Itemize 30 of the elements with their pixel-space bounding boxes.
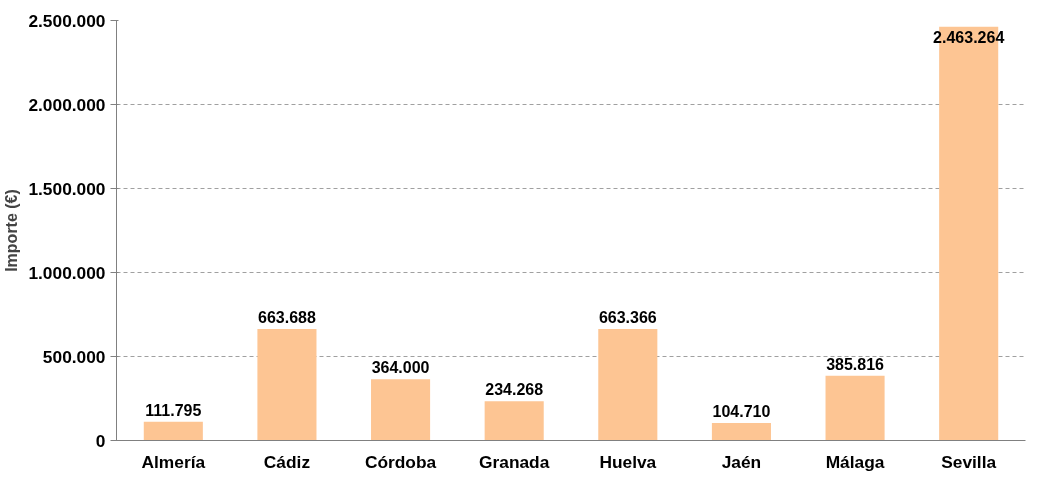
bar — [711, 422, 771, 441]
x-tick-label: Jaén — [721, 451, 762, 472]
x-tick-label: Almería — [141, 451, 206, 472]
data-label: 111.795 — [145, 401, 202, 419]
bar — [371, 379, 431, 441]
x-tick-label: Huelva — [599, 451, 657, 472]
y-tick-label: 0 — [95, 430, 106, 451]
bar — [825, 375, 885, 441]
x-tick-label: Cádiz — [263, 451, 311, 472]
x-tick-label: Málaga — [825, 451, 885, 472]
bar — [598, 329, 658, 441]
data-label: 104.710 — [712, 402, 771, 420]
y-tick-label: 1.000.000 — [28, 262, 106, 283]
data-label: 234.268 — [485, 381, 544, 399]
y-tick-label: 1.500.000 — [28, 178, 106, 199]
data-label: 364.000 — [371, 359, 430, 377]
x-tick-label: Córdoba — [364, 451, 437, 472]
data-label: 2.463.264 — [933, 28, 1005, 46]
x-tick-label: Sevilla — [941, 451, 997, 472]
x-tick-label: Granada — [479, 451, 550, 472]
y-tick-label: 500.000 — [42, 346, 106, 367]
data-label: 385.816 — [826, 355, 885, 373]
bar — [484, 401, 544, 441]
data-label: 663.688 — [258, 309, 316, 326]
y-tick-label: 2.500.000 — [28, 10, 106, 31]
y-tick-label: 2.000.000 — [28, 94, 106, 115]
bar — [143, 421, 203, 441]
bar — [257, 329, 317, 441]
data-label: 663.366 — [598, 309, 657, 327]
y-axis-title: Importe (€) — [3, 189, 21, 272]
